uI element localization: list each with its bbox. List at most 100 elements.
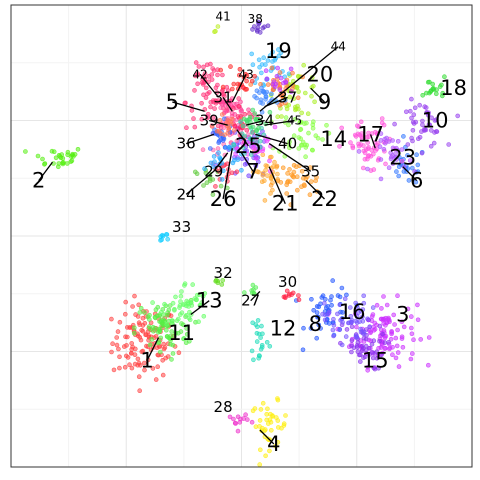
data-point [310, 83, 316, 89]
data-point [309, 296, 314, 302]
data-point [260, 25, 266, 31]
data-point [307, 192, 313, 197]
data-point [216, 98, 221, 103]
data-point [420, 93, 426, 98]
data-point [216, 140, 221, 145]
cluster-label-20: 20 [307, 62, 334, 86]
data-point [263, 97, 268, 102]
data-point [362, 156, 368, 162]
data-point [160, 357, 165, 363]
data-point [283, 294, 288, 299]
leader-line-6 [402, 166, 418, 182]
data-point [247, 124, 253, 129]
data-point [316, 322, 322, 328]
data-point [320, 311, 325, 317]
data-point [263, 62, 268, 67]
data-point [252, 111, 258, 116]
data-point [378, 131, 384, 136]
data-point [391, 312, 397, 318]
data-point [337, 302, 343, 308]
data-point [381, 147, 387, 152]
data-point [349, 338, 355, 343]
data-point [368, 330, 373, 336]
cluster-label-15: 15 [362, 349, 389, 373]
leader-line-27 [250, 290, 261, 302]
data-point [378, 176, 384, 182]
data-point [238, 119, 243, 124]
data-point [201, 82, 206, 87]
data-point [395, 139, 401, 144]
data-point [415, 302, 420, 308]
data-point [160, 372, 166, 378]
data-point [136, 302, 141, 308]
data-point [132, 293, 137, 299]
data-point [184, 331, 190, 337]
data-point [446, 142, 452, 147]
data-point [215, 146, 221, 151]
data-point [256, 21, 262, 27]
data-point [227, 414, 233, 420]
data-point [411, 337, 416, 343]
data-point [433, 91, 439, 97]
data-point [234, 138, 240, 144]
data-point [239, 156, 245, 162]
data-point [360, 307, 366, 312]
data-point [331, 316, 336, 322]
data-point [127, 362, 132, 368]
data-point [386, 340, 391, 345]
data-point [410, 128, 416, 133]
data-point [71, 154, 76, 159]
data-point [222, 145, 228, 150]
data-point [269, 65, 275, 71]
data-point [296, 146, 302, 151]
data-point [276, 53, 282, 59]
data-point [399, 334, 405, 340]
data-point [423, 90, 429, 96]
data-point [201, 92, 206, 98]
cluster-27-points [242, 282, 259, 297]
data-point [428, 143, 434, 149]
data-point [425, 79, 431, 85]
data-point [380, 331, 386, 337]
data-point [116, 346, 121, 352]
data-point [164, 232, 170, 237]
data-point [326, 131, 332, 136]
data-point [395, 293, 400, 299]
data-point [392, 322, 397, 327]
data-point [378, 138, 384, 143]
data-point [366, 153, 372, 158]
data-point [252, 24, 257, 29]
data-point [138, 305, 144, 311]
data-point [426, 335, 432, 340]
data-point [232, 157, 237, 163]
data-point [150, 366, 156, 371]
data-point [330, 278, 336, 283]
data-point [288, 66, 294, 72]
data-point [313, 178, 319, 184]
data-point [241, 416, 246, 421]
data-point [257, 418, 263, 423]
data-point [181, 322, 186, 328]
data-point [219, 112, 225, 117]
data-point [280, 165, 286, 171]
data-point [388, 336, 394, 342]
data-point [287, 167, 292, 172]
data-point [307, 165, 313, 170]
data-point [275, 439, 281, 445]
data-point [187, 309, 192, 315]
data-point [269, 91, 274, 97]
data-point [260, 101, 265, 106]
data-point [335, 293, 341, 298]
data-point [301, 62, 307, 68]
cluster-28-points [227, 412, 255, 434]
data-point [429, 115, 434, 121]
data-point [164, 322, 169, 327]
data-point [247, 116, 252, 122]
data-point [146, 324, 152, 330]
data-point [339, 125, 345, 131]
cluster-label-33: 33 [172, 218, 191, 236]
data-point [234, 169, 240, 175]
leader-line-31 [222, 97, 233, 112]
data-point [409, 351, 415, 356]
data-point [210, 164, 216, 169]
